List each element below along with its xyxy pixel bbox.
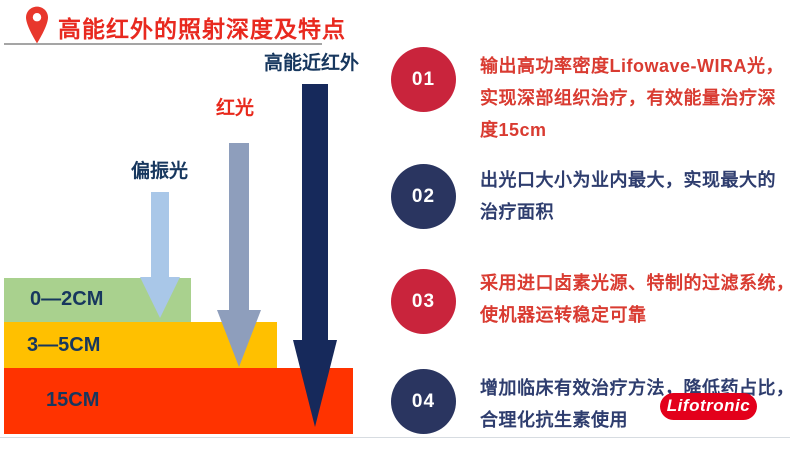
depth-layer-15cm [4,368,353,434]
feature-03-line-2: 使机器运转稳定可靠 [480,305,647,325]
feature-badge-03: 03 [391,269,456,334]
feature-number-01: 01 [411,68,436,90]
feature-badge-01: 01 [391,47,456,112]
feature-text-03: 采用进口卤素光源、特制的过滤系统， 使机器运转稳定可靠 [480,267,790,331]
lifotronic-logo-text: Lifotronic [666,395,751,415]
feature-number-02: 02 [411,185,436,207]
arrow-label-high-energy-nir: 高能近红外 [264,53,360,74]
feature-01-line-1: 输出高功率密度Lifowave-WIRA光， [480,56,785,76]
down-arrow-red-light-icon [217,143,261,367]
feature-01-line-3: 度15cm [480,120,547,140]
feature-02-line-1: 出光口大小为业内最大，实现最大的 [480,170,776,190]
location-pin-icon [26,6,48,44]
depth-label-3-5cm: 3—5CM [27,334,101,356]
depth-label-15cm: 15CM [46,389,100,411]
down-arrow-high-energy-nir-icon [293,84,337,427]
feature-number-04: 04 [411,390,436,412]
arrow-label-red-light: 红光 [216,98,255,119]
feature-number-03: 03 [411,290,436,312]
page-title: 高能红外的照射深度及特点 [58,16,346,42]
feature-03-line-1: 采用进口卤素光源、特制的过滤系统， [480,273,790,293]
feature-text-01: 输出高功率密度Lifowave-WIRA光， 实现深部组织治疗，有效能量治疗深 … [480,50,790,146]
bottom-divider [0,437,790,438]
down-arrow-polarized-light-icon [140,192,180,318]
feature-02-line-2: 治疗面积 [480,202,554,222]
lifotronic-logo: Lifotronic [660,393,757,420]
feature-text-02: 出光口大小为业内最大，实现最大的 治疗面积 [480,164,790,228]
depth-label-0-2cm: 0—2CM [30,288,104,310]
feature-04-line-2: 合理化抗生素使用 [480,410,628,430]
feature-badge-04: 04 [391,369,456,434]
feature-01-line-2: 实现深部组织治疗，有效能量治疗深 [480,88,776,108]
feature-badge-02: 02 [391,164,456,229]
arrow-label-polarized-light: 偏振光 [131,161,189,182]
title-underline [4,43,322,45]
